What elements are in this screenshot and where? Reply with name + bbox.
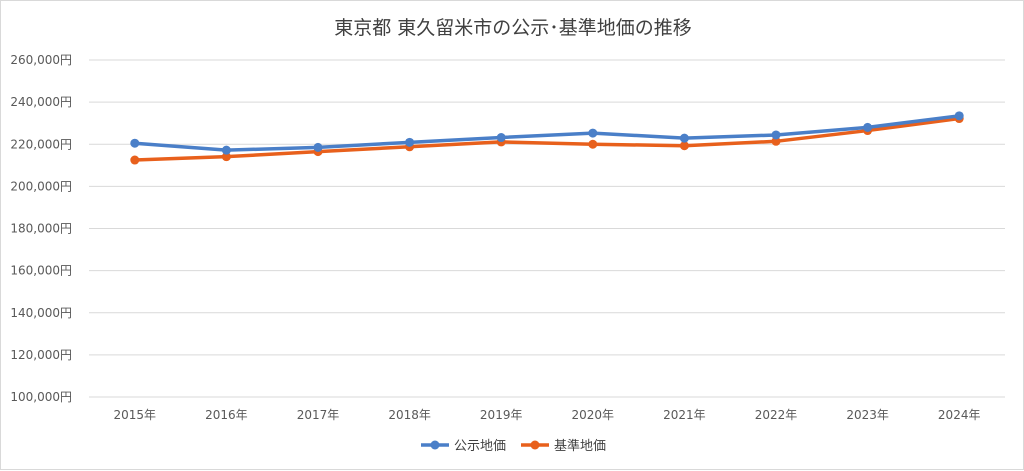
y-tick-label: 100,000円 bbox=[10, 390, 72, 404]
x-tick-label: 2020年 bbox=[572, 408, 615, 422]
y-tick-label: 120,000円 bbox=[10, 348, 72, 362]
data-point bbox=[221, 145, 231, 155]
x-tick-label: 2018年 bbox=[388, 408, 431, 422]
y-tick-label: 180,000円 bbox=[10, 222, 72, 236]
data-point bbox=[405, 137, 415, 147]
chart-title: 東京都 東久留米市の公示･基準地価の推移 bbox=[334, 17, 692, 39]
x-tick-label: 2021年 bbox=[663, 408, 706, 422]
data-point bbox=[130, 155, 140, 165]
y-tick-label: 220,000円 bbox=[10, 137, 72, 151]
x-axis-ticks: 2015年 2016年 2017年 2018年 2019年 2020年 2021年 2022年… bbox=[114, 408, 981, 422]
y-tick-label: 240,000円 bbox=[10, 95, 72, 109]
legend-item: 基準地価 bbox=[521, 438, 606, 454]
legend-swatch-marker bbox=[530, 440, 540, 450]
series-公示地価 bbox=[130, 111, 964, 155]
legend-label: 基準地価 bbox=[554, 438, 606, 454]
x-tick-label: 2016年 bbox=[205, 408, 248, 422]
x-tick-label: 2017年 bbox=[297, 408, 340, 422]
legend-item: 公示地価 bbox=[421, 439, 506, 454]
y-tick-label: 200,000円 bbox=[10, 179, 72, 193]
x-tick-label: 2024年 bbox=[938, 408, 981, 422]
y-tick-label: 160,000円 bbox=[10, 264, 72, 278]
data-point bbox=[679, 133, 689, 143]
data-point bbox=[221, 152, 231, 162]
x-tick-label: 2022年 bbox=[755, 408, 798, 422]
x-tick-label: 2019年 bbox=[480, 408, 523, 422]
data-point bbox=[863, 122, 873, 132]
legend-swatch-marker bbox=[430, 440, 440, 450]
y-tick-label: 140,000円 bbox=[10, 306, 72, 320]
data-point bbox=[588, 128, 598, 138]
y-axis-ticks: 100,000円 120,000円 140,000円 160,000円 180,000円… bbox=[10, 53, 72, 404]
data-point bbox=[496, 133, 506, 143]
series-layer bbox=[130, 111, 964, 165]
x-tick-label: 2015年 bbox=[114, 408, 157, 422]
data-point bbox=[771, 130, 781, 140]
data-point bbox=[954, 111, 964, 121]
series-line bbox=[134, 116, 960, 162]
data-point bbox=[771, 136, 781, 146]
legend: 公示地価 基準地価 bbox=[421, 438, 606, 454]
y-tick-label: 260,000円 bbox=[10, 53, 72, 67]
series-基準地価 bbox=[130, 114, 964, 165]
x-tick-label: 2023年 bbox=[846, 408, 889, 422]
data-point bbox=[130, 138, 140, 148]
series-line bbox=[134, 114, 960, 152]
data-point bbox=[588, 139, 598, 149]
data-point bbox=[679, 141, 689, 151]
legend-label: 公示地価 bbox=[454, 439, 506, 454]
grid-layer bbox=[89, 59, 1005, 398]
data-point bbox=[313, 142, 323, 152]
